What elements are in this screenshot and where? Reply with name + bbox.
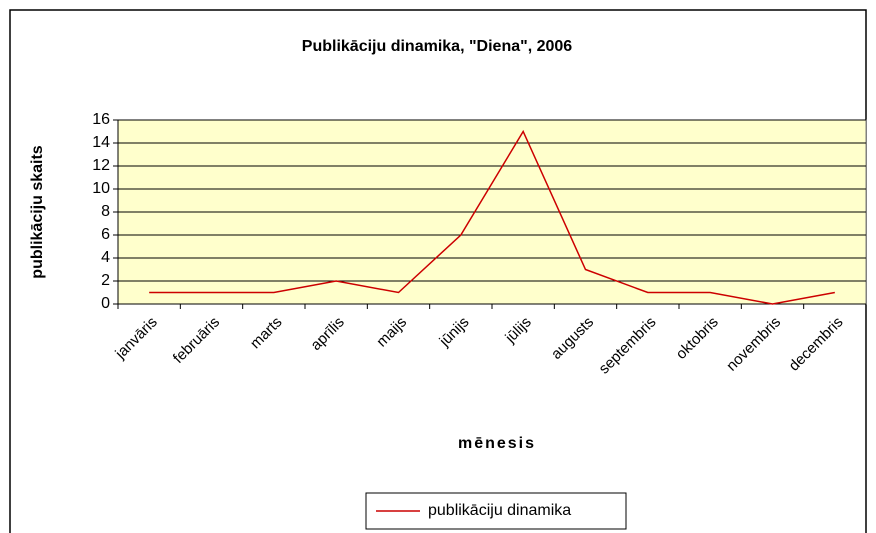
legend	[365, 492, 627, 530]
data-line	[149, 129, 835, 305]
x-tick-label: oktobris	[673, 314, 722, 363]
y-tick-label: 12	[92, 157, 110, 174]
x-tick-label: augusts	[548, 314, 597, 363]
y-tick-label: 2	[101, 272, 110, 289]
x-axis-label: mēnesis	[458, 435, 536, 452]
y-axis-label: publikāciju skaits	[29, 145, 46, 278]
legend-label: publikāciju dinamika	[428, 502, 571, 519]
y-tick-label: 4	[101, 249, 110, 266]
x-tick-label: septembris	[596, 314, 660, 378]
chart-title: Publikāciju dinamika, "Diena", 2006	[302, 38, 572, 55]
x-tick-label: marts	[247, 314, 286, 353]
x-tick-label: jūlijs	[501, 314, 534, 347]
x-tick-label: februāris	[170, 314, 223, 367]
y-tick-label: 10	[92, 180, 110, 197]
y-tick-label: 14	[92, 134, 110, 151]
x-tick-label: maijs	[373, 314, 410, 351]
x-tick-label: aprīlis	[307, 314, 347, 354]
y-tick-label: 8	[101, 203, 110, 220]
y-tick-label: 6	[101, 226, 110, 243]
x-tick-label: novembris	[723, 314, 784, 375]
y-tick-label: 16	[92, 111, 110, 128]
x-tick-label: janvāris	[112, 314, 161, 363]
x-tick-label: jūnijs	[436, 314, 473, 351]
y-tick-label: 0	[101, 295, 110, 312]
x-tick-label: decembris	[786, 314, 847, 375]
